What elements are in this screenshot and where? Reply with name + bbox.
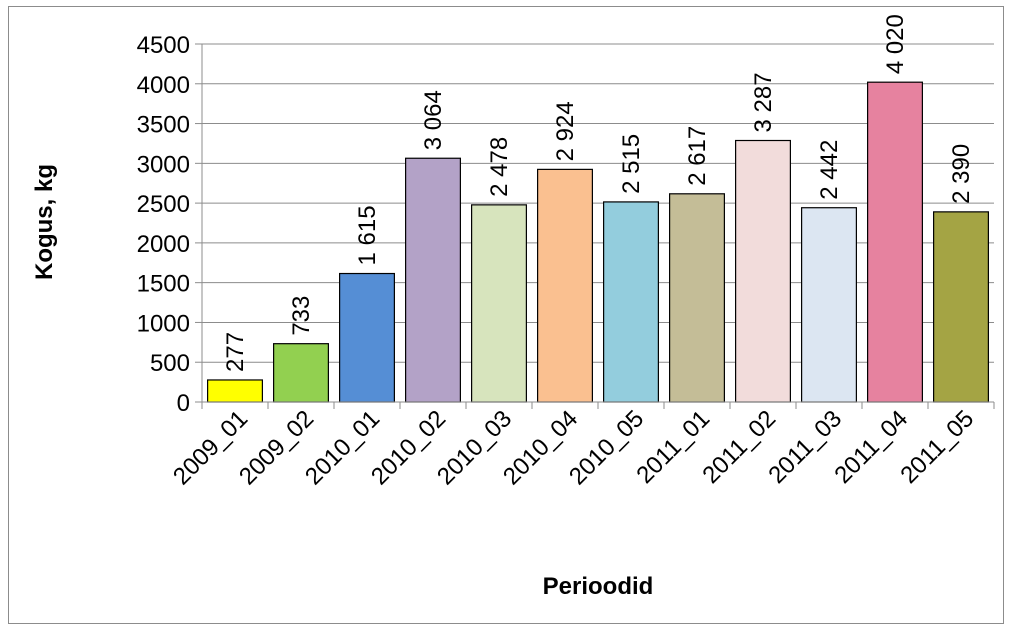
gridlines [195, 43, 994, 403]
data-label: 3 287 [750, 72, 777, 132]
y-tick-label: 3000 [137, 151, 190, 178]
y-tick-label: 1500 [137, 271, 190, 298]
y-tick-label: 0 [177, 390, 190, 417]
bar-2010_04 [537, 168, 593, 403]
axes [201, 44, 995, 409]
y-tick-label: 4000 [137, 72, 190, 99]
y-tick-label: 2000 [137, 231, 190, 258]
data-labels: 277 733 1 615 3 064 2 478 2 924 2 515 2 617 3 28… [222, 14, 975, 372]
bar-2009_02 [273, 343, 329, 403]
data-label: 3 064 [420, 90, 447, 150]
data-label: 733 [288, 296, 315, 336]
data-label: 2 478 [486, 137, 513, 197]
bars [207, 81, 989, 403]
bar-2011_02 [735, 139, 791, 403]
bar-2010_03 [471, 204, 527, 403]
bar-2011_03 [801, 207, 857, 403]
data-label: 2 390 [948, 144, 975, 204]
y-tick-label: 1000 [137, 310, 190, 337]
y-tick-label: 4500 [137, 32, 190, 59]
data-label: 2 442 [816, 140, 843, 200]
data-label: 4 020 [882, 14, 909, 74]
data-label: 2 515 [618, 134, 645, 194]
bar-2010_02 [405, 157, 461, 403]
y-tick-label: 3500 [137, 112, 190, 139]
bar-2010_05 [603, 201, 659, 403]
y-tick-labels: 0 500 1000 1500 2000 2500 3000 3500 4000 4500 [137, 32, 190, 417]
bar-2011_05 [933, 211, 989, 403]
data-label: 2 924 [552, 101, 579, 161]
data-label: 2 617 [684, 126, 711, 186]
bar-2010_01 [339, 272, 395, 403]
x-tick-labels: 2009_012009_022010_012010_022010_032010_… [168, 405, 979, 490]
bar-2011_04 [867, 81, 923, 403]
bar-2011_01 [669, 193, 725, 403]
y-tick-label: 2500 [137, 191, 190, 218]
x-tick-label: 2011_05 [895, 405, 979, 489]
y-tick-label: 500 [150, 350, 190, 377]
x-axis-title: Perioodid [543, 573, 654, 600]
y-axis-title: Kogus, kg [31, 164, 58, 280]
data-label: 277 [222, 332, 249, 372]
data-label: 1 615 [354, 205, 381, 265]
bar-2009_01 [207, 379, 263, 403]
